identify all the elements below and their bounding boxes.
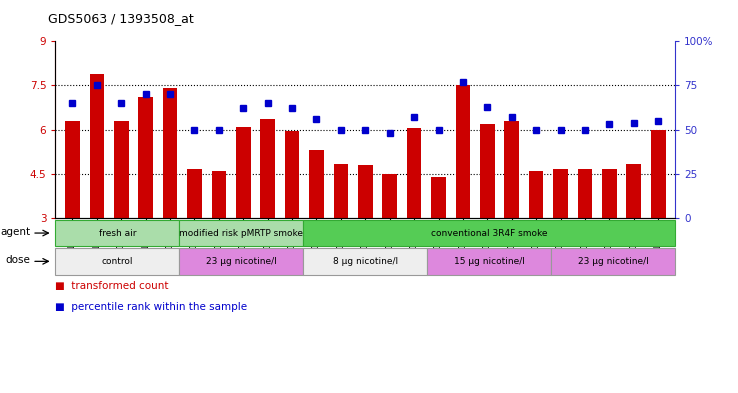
Bar <box>285 131 300 218</box>
Bar <box>651 130 666 218</box>
Text: dose: dose <box>6 255 30 265</box>
Text: 15 µg nicotine/l: 15 µg nicotine/l <box>454 257 525 266</box>
Bar <box>309 150 324 218</box>
Bar <box>382 174 397 218</box>
Text: 8 µg nicotine/l: 8 µg nicotine/l <box>333 257 398 266</box>
Text: 23 µg nicotine/l: 23 µg nicotine/l <box>578 257 649 266</box>
Text: ■  transformed count: ■ transformed count <box>55 281 169 290</box>
Bar <box>455 85 470 218</box>
Bar <box>236 127 251 218</box>
Text: conventional 3R4F smoke: conventional 3R4F smoke <box>431 229 548 237</box>
Bar <box>138 97 153 218</box>
Bar <box>627 163 641 218</box>
Bar <box>163 88 177 218</box>
Bar <box>212 171 226 218</box>
Bar <box>602 169 617 218</box>
Bar <box>407 128 421 218</box>
Text: ■  percentile rank within the sample: ■ percentile rank within the sample <box>55 302 247 312</box>
Text: 23 µg nicotine/l: 23 µg nicotine/l <box>206 257 277 266</box>
Bar <box>578 169 593 218</box>
Bar <box>358 165 373 218</box>
Bar <box>114 121 128 218</box>
Bar <box>334 163 348 218</box>
Text: fresh air: fresh air <box>99 229 136 237</box>
Text: control: control <box>102 257 133 266</box>
Bar <box>431 177 446 218</box>
Bar <box>480 124 494 218</box>
Bar <box>89 73 104 218</box>
Bar <box>65 121 80 218</box>
Bar <box>554 169 568 218</box>
Text: agent: agent <box>0 227 30 237</box>
Text: GDS5063 / 1393508_at: GDS5063 / 1393508_at <box>48 12 193 25</box>
Bar <box>529 171 543 218</box>
Text: modified risk pMRTP smoke: modified risk pMRTP smoke <box>179 229 303 237</box>
Bar <box>505 121 519 218</box>
Bar <box>261 119 275 218</box>
Bar <box>187 169 201 218</box>
